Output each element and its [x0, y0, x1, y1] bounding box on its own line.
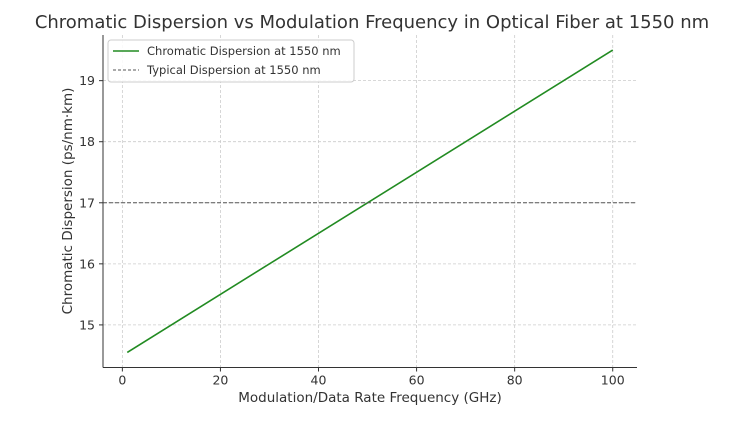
y-tick-label: 16	[79, 256, 95, 271]
y-tick-label: 18	[79, 134, 95, 149]
legend-box	[107, 39, 355, 83]
x-tick-label: 0	[118, 373, 126, 388]
x-axis-label: Modulation/Data Rate Frequency (GHz)	[238, 390, 502, 406]
y-tick-label: 15	[79, 317, 95, 332]
chromatic-dispersion-line	[126, 49, 614, 354]
legend: Chromatic Dispersion at 1550 nm Typical …	[107, 39, 355, 83]
y-tick-label: 17	[79, 195, 95, 210]
grid	[103, 35, 637, 368]
y-axis-label: Chromatic Dispersion (ps/nm·km)	[60, 88, 76, 315]
ticks: 0 20 40 60 80 100 15 16 17 18 19	[79, 73, 625, 387]
legend-label-typical: Typical Dispersion at 1550 nm	[146, 63, 321, 77]
x-tick-label: 20	[212, 373, 228, 388]
chart-title: Chromatic Dispersion vs Modulation Frequ…	[35, 12, 709, 33]
x-tick-label: 60	[409, 373, 425, 388]
x-tick-label: 80	[507, 373, 523, 388]
y-tick-label: 19	[79, 73, 95, 88]
legend-label-chromatic: Chromatic Dispersion at 1550 nm	[147, 44, 341, 58]
x-tick-label: 100	[601, 373, 625, 388]
x-tick-label: 40	[311, 373, 327, 388]
marks	[103, 49, 637, 354]
